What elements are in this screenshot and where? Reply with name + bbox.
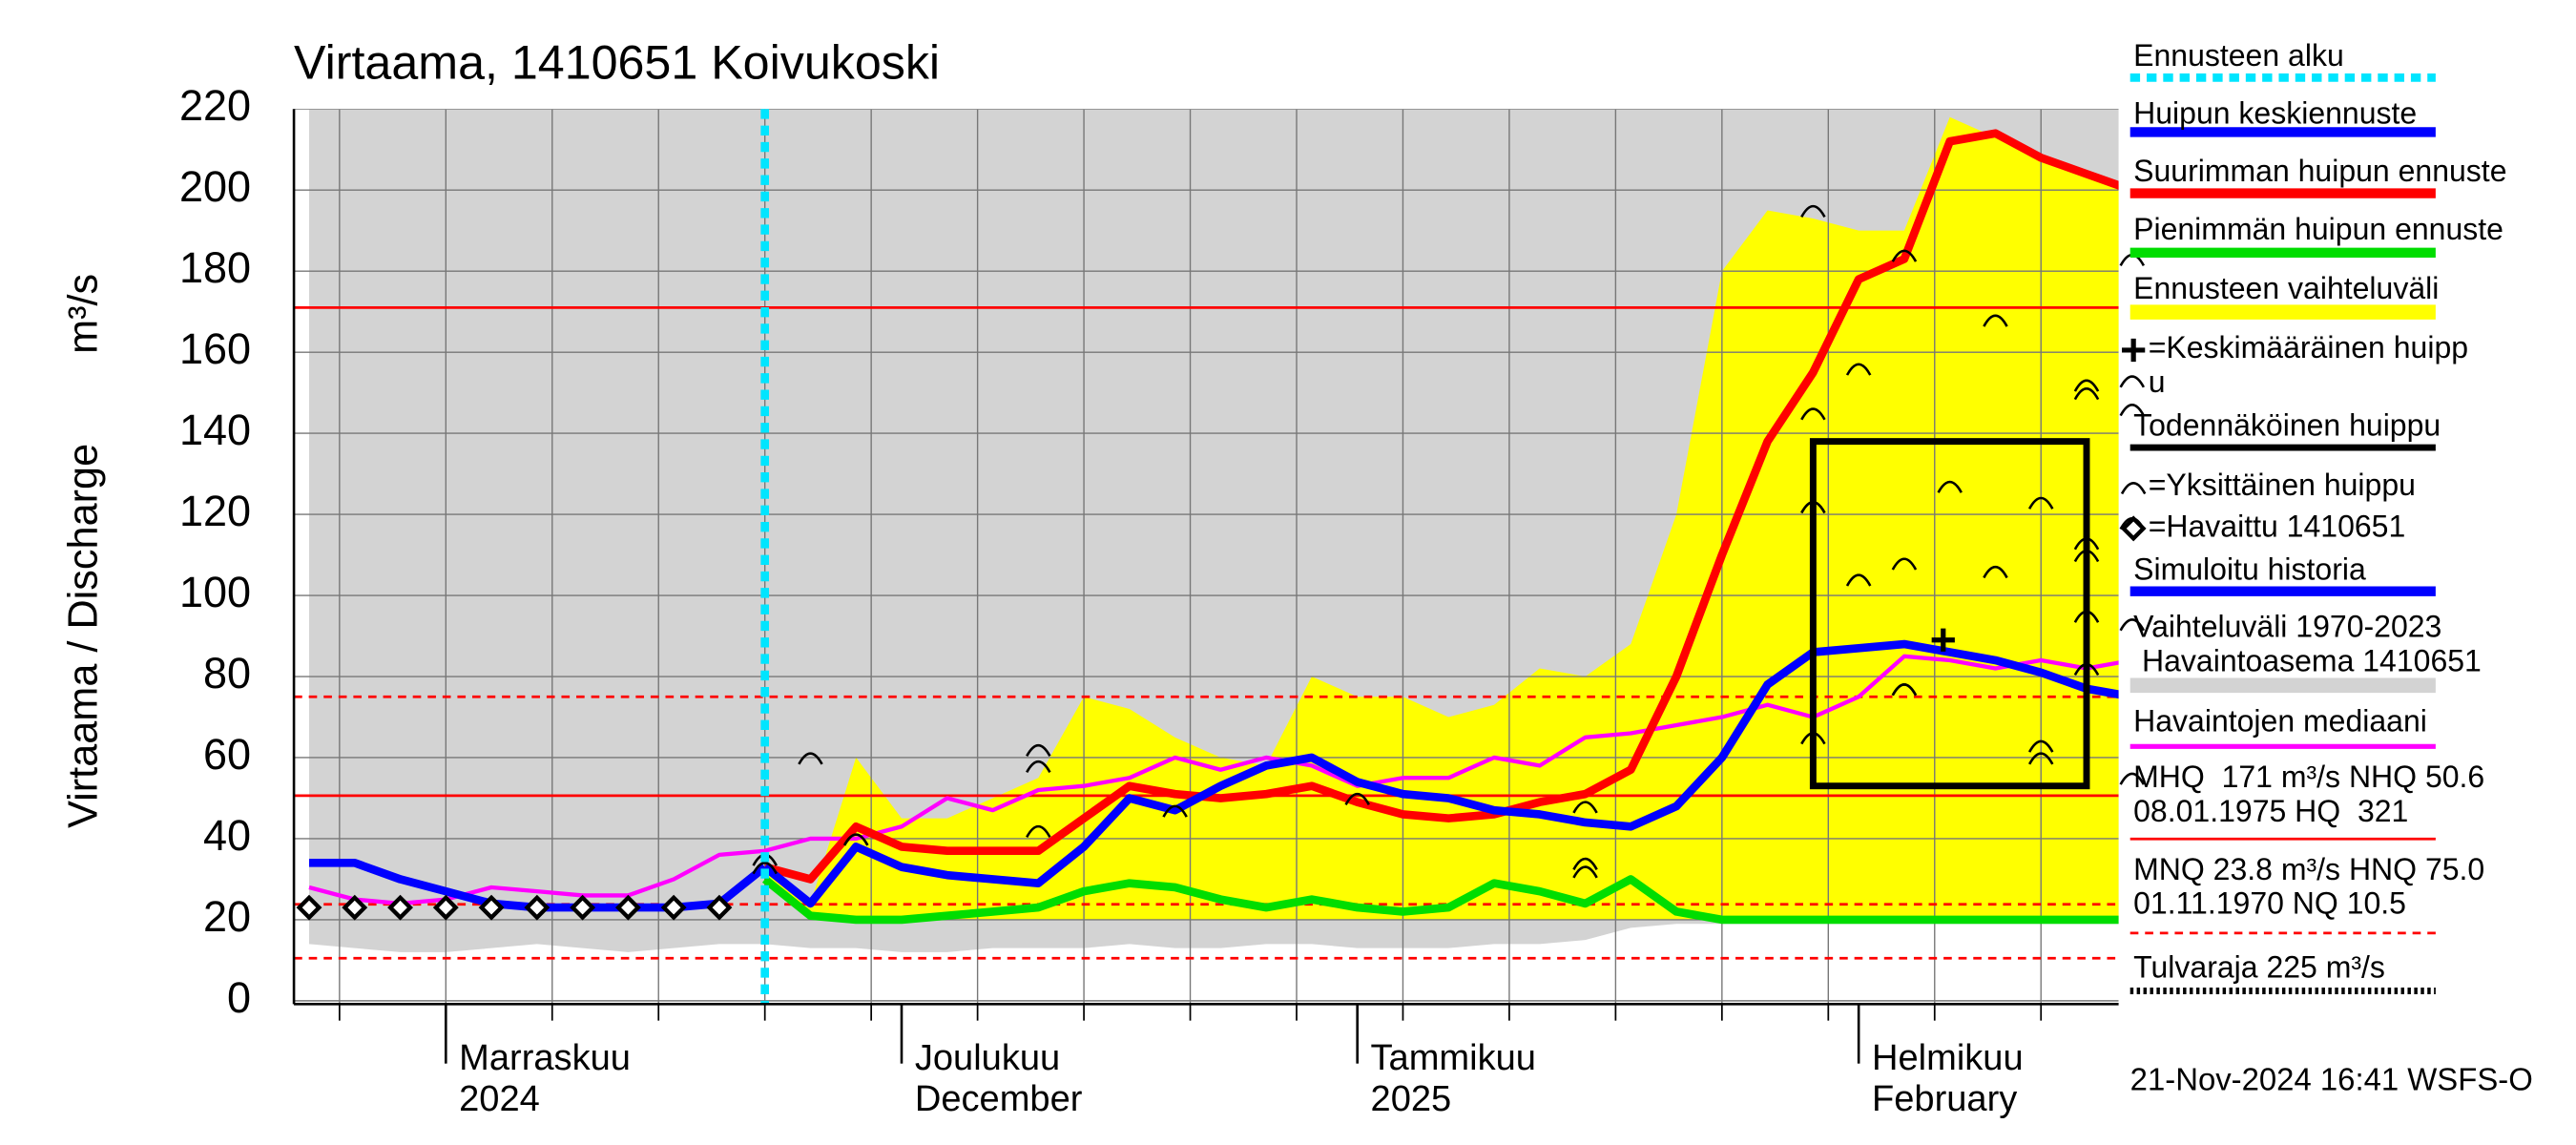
legend-label: Havaintojen mediaani <box>2133 704 2427 739</box>
peak-marker <box>1937 480 1963 493</box>
legend-label: Simuloitu historia <box>2133 552 2366 586</box>
peak-marker <box>1800 732 1826 745</box>
probable-peak-box <box>1809 438 2090 790</box>
peak-marker <box>2073 387 2100 401</box>
legend-label: MHQ 171 m³/s NHQ 50.6 08.01.1975 HQ 321 <box>2133 760 2484 828</box>
peak-marker <box>1983 565 2008 579</box>
observed-marker <box>570 894 596 921</box>
legend-label: Ennusteen vaihteluväli <box>2133 271 2439 305</box>
observed-marker <box>387 894 413 921</box>
plot-area <box>294 109 2119 1005</box>
x-tick-label: Marraskuu 2024 <box>459 1038 631 1119</box>
peak-marker <box>1845 573 1872 587</box>
peak-marker <box>2073 379 2100 392</box>
y-axis-unit: m³/s <box>60 274 106 354</box>
y-tick-label: 180 <box>179 243 251 292</box>
peak-marker <box>1162 804 1188 818</box>
legend-label: =Yksittäinen huippu <box>2149 468 2416 502</box>
peak-marker <box>2027 496 2054 510</box>
x-tick-label: Joulukuu December <box>915 1038 1083 1119</box>
peak-marker <box>2073 662 2100 677</box>
legend-label: Huipun keskiennuste <box>2133 96 2417 131</box>
chart-title: Virtaama, 1410651 Koivukoski <box>294 36 940 90</box>
peak-marker <box>842 833 869 846</box>
observed-marker <box>706 894 733 921</box>
legend-label: MNQ 23.8 m³/s HNQ 75.0 01.11.1970 NQ 10.5 <box>2133 852 2484 921</box>
peak-marker <box>1026 743 1051 758</box>
series-line <box>761 639 2119 908</box>
legend-label: Vaihteluväli 1970-2023 Havaintoasema 141… <box>2133 610 2482 678</box>
peak-marker <box>1800 500 1826 514</box>
legend-label: Todennäköinen huippu <box>2133 408 2441 443</box>
series-line <box>763 129 2119 884</box>
peak-marker <box>1344 792 1370 806</box>
y-tick-label: 120 <box>179 487 251 535</box>
peak-marker <box>1891 557 1918 571</box>
legend-label: =Havaittu 1410651 <box>2149 509 2406 543</box>
legend-label: =Keskimääräinen huipp u <box>2149 330 2468 399</box>
series-line <box>308 654 2119 906</box>
legend-label: Tulvaraja 225 m³/s <box>2133 949 2385 984</box>
peak-marker <box>1800 407 1826 421</box>
footer: 21-Nov-2024 16:41 WSFS-O <box>2130 1061 2533 1096</box>
peak-marker <box>2119 618 2146 632</box>
observed-marker <box>524 894 551 921</box>
legend-swatch <box>2120 515 2147 542</box>
peak-marker <box>2119 404 2146 417</box>
peak-marker <box>1572 857 1598 870</box>
peak-marker <box>752 862 778 875</box>
observed-marker <box>614 894 641 921</box>
legend-label: Suurimman huipun ennuste <box>2133 154 2506 188</box>
mean-peak-marker <box>1931 628 1955 652</box>
peak-marker <box>2027 739 2054 753</box>
y-tick-label: 0 <box>227 973 251 1022</box>
peak-marker <box>2119 375 2146 388</box>
legend-swatch <box>2122 338 2146 363</box>
legend-label: Pienimmän huipun ennuste <box>2133 212 2503 246</box>
range-band <box>764 116 2119 920</box>
y-axis-label: Virtaama / Discharge <box>60 444 106 828</box>
peak-marker <box>1983 314 2008 327</box>
y-tick-label: 220 <box>179 81 251 130</box>
peak-marker <box>1026 824 1051 839</box>
y-tick-label: 80 <box>203 649 251 697</box>
peak-marker <box>2119 772 2146 785</box>
series-line <box>761 875 2119 925</box>
y-tick-label: 160 <box>179 324 251 373</box>
y-tick-label: 60 <box>203 730 251 779</box>
peak-marker <box>2073 549 2100 563</box>
peak-marker <box>1572 865 1598 879</box>
observed-marker <box>296 894 322 921</box>
peak-marker <box>2073 537 2100 551</box>
y-tick-label: 140 <box>179 406 251 454</box>
peak-marker <box>2073 610 2100 623</box>
y-tick-label: 40 <box>203 811 251 860</box>
legend-swatch <box>2120 482 2147 495</box>
peak-marker <box>1891 249 1918 262</box>
observed-marker <box>432 894 459 921</box>
overlay <box>292 109 2146 1064</box>
observed-marker <box>478 894 505 921</box>
peak-marker <box>2027 752 2054 765</box>
observed-marker <box>342 894 368 921</box>
y-tick-label: 20 <box>203 892 251 941</box>
x-tick-label: Tammikuu 2025 <box>1371 1038 1536 1119</box>
x-tick-label: Helmikuu February <box>1872 1038 2024 1119</box>
peak-marker <box>1026 760 1051 774</box>
peak-marker <box>1845 363 1872 376</box>
peak-marker <box>1572 801 1598 814</box>
y-tick-label: 200 <box>179 162 251 211</box>
peak-marker <box>1891 683 1918 697</box>
peak-marker <box>798 752 823 765</box>
observed-marker <box>660 894 687 921</box>
y-tick-label: 100 <box>179 568 251 616</box>
peak-marker <box>1800 204 1826 219</box>
legend-label: Ennusteen alku <box>2133 38 2344 73</box>
